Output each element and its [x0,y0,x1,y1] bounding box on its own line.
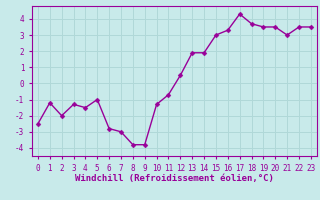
X-axis label: Windchill (Refroidissement éolien,°C): Windchill (Refroidissement éolien,°C) [75,174,274,183]
